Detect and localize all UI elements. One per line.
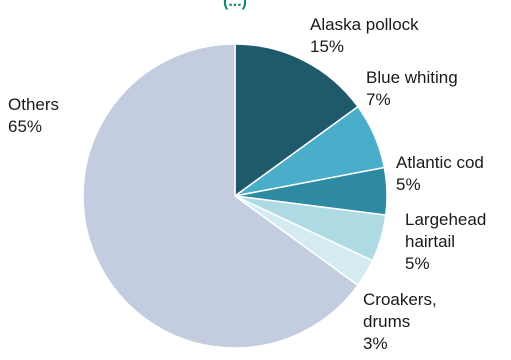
- slice-value-label: 7%: [366, 90, 391, 109]
- pie-slice-others: [82, 43, 360, 349]
- slice-value-label: 65%: [8, 117, 42, 136]
- slice-name-label: Blue whiting: [366, 68, 458, 87]
- slice-value-label: 5%: [405, 254, 430, 273]
- slice-value-label: 3%: [363, 334, 388, 353]
- slice-name-label: Croakers,: [363, 290, 437, 309]
- chart-title: (...): [223, 0, 247, 10]
- slice-label-largehead-hairtail: Largehead hairtail 5%: [405, 210, 486, 273]
- slice-name-label: Alaska pollock: [310, 15, 419, 34]
- pie-slice-alaska-pollock: [234, 43, 360, 198]
- slice-value-label: 15%: [310, 37, 344, 56]
- slice-label-others: Others 65%: [8, 95, 59, 136]
- slice-label-alaska-pollock: Alaska pollock 15%: [310, 15, 419, 56]
- slice-value-label: 5%: [396, 175, 421, 194]
- slice-label-croakers-drums: Croakers, drums 3%: [363, 290, 437, 353]
- slice-label-blue-whiting: Blue whiting 7%: [366, 68, 458, 109]
- pie-slices: [82, 43, 388, 349]
- slice-name-label: Largehead: [405, 210, 486, 229]
- slice-name-label: drums: [363, 312, 410, 331]
- slice-name-label: Others: [8, 95, 59, 114]
- slice-name-label: hairtail: [405, 232, 455, 251]
- pie-labels: Alaska pollock 15% Blue whiting 7% Atlantic …: [8, 15, 486, 353]
- slice-label-atlantic-cod: Atlantic cod 5%: [396, 153, 484, 194]
- slice-name-label: Atlantic cod: [396, 153, 484, 172]
